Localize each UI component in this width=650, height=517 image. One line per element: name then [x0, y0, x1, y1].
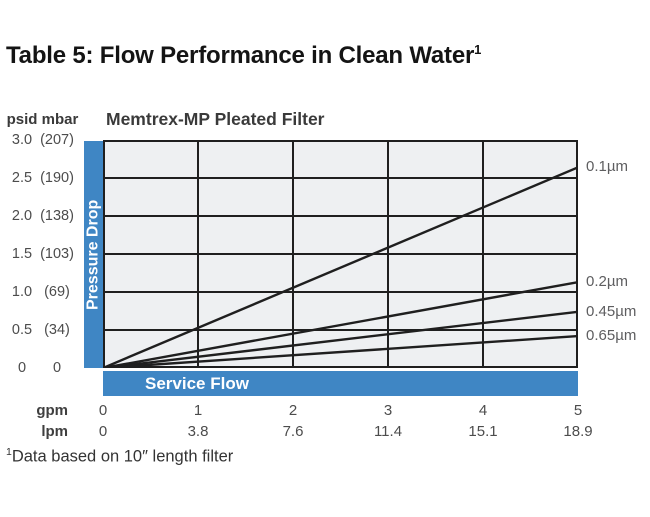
y-axis-tick-mbar: (103) — [40, 246, 74, 262]
series-line — [103, 280, 578, 368]
x-axis-tick-gpm: 1 — [193, 402, 203, 419]
x-axis-tick-lpm: 11.4 — [373, 423, 403, 440]
x-axis-tick-lpm: 3.8 — [187, 423, 209, 440]
x-axis-tick-gpm: 2 — [288, 402, 298, 419]
series-line — [103, 166, 578, 368]
x-axis-primary-unit-label: gpm — [36, 402, 68, 419]
x-axis-tick-gpm: 3 — [383, 402, 393, 419]
x-axis-tick-gpm: 4 — [478, 402, 488, 419]
y-axis-secondary-unit-label: mbar — [41, 111, 79, 128]
x-axis-tick-lpm: 0 — [98, 423, 108, 440]
y-axis-tick-psid: 0.5 — [11, 322, 33, 338]
y-axis-primary-unit-label: psid — [6, 111, 38, 128]
y-axis-tick-mbar: (138) — [40, 208, 74, 224]
footnote: 1Data based on 10″ length filter — [6, 446, 233, 467]
pressure-drop-bar: Pressure Drop — [84, 141, 103, 368]
service-flow-bar: Service Flow — [103, 371, 578, 396]
x-axis-secondary-unit-label: lpm — [41, 423, 68, 440]
y-axis-tick-mbar: (69) — [44, 284, 70, 300]
y-axis-tick-mbar: (34) — [44, 322, 70, 338]
chart-subtitle: Memtrex-MP Pleated Filter — [106, 109, 325, 129]
pressure-drop-label: Pressure Drop — [84, 199, 102, 310]
x-axis-tick-gpm: 0 — [98, 402, 108, 419]
footnote-text: Data based on 10″ length filter — [11, 447, 234, 466]
y-axis-tick-psid: 1.0 — [11, 284, 33, 300]
x-axis-tick-lpm: 15.1 — [468, 423, 498, 440]
page-title: Table 5: Flow Performance in Clean Water… — [6, 42, 481, 70]
y-axis-tick-mbar: (190) — [40, 170, 74, 186]
x-axis-tick-gpm: 5 — [573, 402, 583, 419]
y-axis-tick-psid: 1.5 — [11, 246, 33, 262]
series-label: 0.2µm — [586, 273, 628, 291]
plot-area — [103, 140, 578, 368]
y-axis-tick-psid: 0 — [17, 360, 27, 376]
chart-svg — [103, 140, 578, 368]
series-label: 0.45µm — [586, 302, 637, 320]
title-superscript: 1 — [474, 42, 482, 57]
x-axis-tick-lpm: 7.6 — [282, 423, 304, 440]
series-line — [103, 310, 578, 368]
y-axis-tick-mbar: (207) — [40, 132, 74, 148]
x-axis-tick-lpm: 18.9 — [563, 423, 593, 440]
service-flow-label: Service Flow — [145, 374, 249, 393]
y-axis-tick-psid: 2.5 — [11, 170, 33, 186]
footnote-superscript: 1 — [6, 446, 12, 458]
series-line — [103, 334, 578, 368]
series-label: 0.1µm — [586, 158, 628, 176]
page-title-text: Table 5: Flow Performance in Clean Water — [6, 42, 475, 69]
y-axis-tick-mbar: 0 — [52, 360, 62, 376]
series-label: 0.65µm — [586, 327, 637, 345]
y-axis-tick-psid: 3.0 — [11, 132, 33, 148]
y-axis-tick-psid: 2.0 — [11, 208, 33, 224]
